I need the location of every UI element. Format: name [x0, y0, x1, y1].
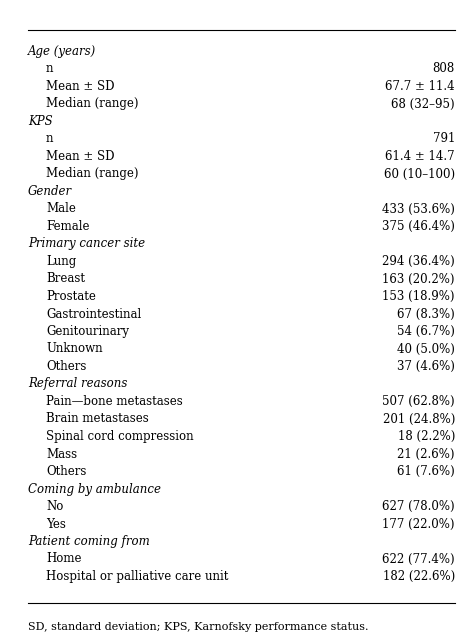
Text: Age (years): Age (years)	[28, 45, 96, 58]
Text: 54 (6.7%): 54 (6.7%)	[397, 325, 455, 338]
Text: 61 (7.6%): 61 (7.6%)	[397, 465, 455, 478]
Text: Pain—bone metastases: Pain—bone metastases	[46, 395, 183, 408]
Text: Patient coming from: Patient coming from	[28, 535, 150, 548]
Text: 375 (46.4%): 375 (46.4%)	[382, 220, 455, 233]
Text: 67.7 ± 11.4: 67.7 ± 11.4	[385, 80, 455, 93]
Text: 433 (53.6%): 433 (53.6%)	[382, 203, 455, 215]
Text: Brain metastases: Brain metastases	[46, 413, 149, 425]
Text: 37 (4.6%): 37 (4.6%)	[397, 360, 455, 373]
Text: Mass: Mass	[46, 448, 77, 460]
Text: 177 (22.0%): 177 (22.0%)	[383, 518, 455, 530]
Text: 68 (32–95): 68 (32–95)	[392, 98, 455, 110]
Text: 507 (62.8%): 507 (62.8%)	[383, 395, 455, 408]
Text: Coming by ambulance: Coming by ambulance	[28, 483, 161, 495]
Text: Referral reasons: Referral reasons	[28, 377, 128, 391]
Text: Unknown: Unknown	[46, 342, 103, 356]
Text: Breast: Breast	[46, 272, 85, 286]
Text: 622 (77.4%): 622 (77.4%)	[383, 552, 455, 566]
Text: Female: Female	[46, 220, 90, 233]
Text: 163 (20.2%): 163 (20.2%)	[383, 272, 455, 286]
Text: Mean ± SD: Mean ± SD	[46, 150, 115, 163]
Text: Median (range): Median (range)	[46, 98, 138, 110]
Text: n: n	[46, 133, 54, 145]
Text: Primary cancer site: Primary cancer site	[28, 237, 145, 250]
Text: Spinal cord compression: Spinal cord compression	[46, 430, 193, 443]
Text: 21 (2.6%): 21 (2.6%)	[398, 448, 455, 460]
Text: Mean ± SD: Mean ± SD	[46, 80, 115, 93]
Text: Genitourinary: Genitourinary	[46, 325, 129, 338]
Text: Hospital or palliative care unit: Hospital or palliative care unit	[46, 570, 228, 583]
Text: 67 (8.3%): 67 (8.3%)	[397, 307, 455, 321]
Text: Median (range): Median (range)	[46, 168, 138, 180]
Text: Lung: Lung	[46, 255, 76, 268]
Text: No: No	[46, 500, 64, 513]
Text: KPS: KPS	[28, 115, 53, 128]
Text: 294 (36.4%): 294 (36.4%)	[382, 255, 455, 268]
Text: Male: Male	[46, 203, 76, 215]
Text: 60 (10–100): 60 (10–100)	[384, 168, 455, 180]
Text: n: n	[46, 62, 54, 76]
Text: Gastrointestinal: Gastrointestinal	[46, 307, 141, 321]
Text: Home: Home	[46, 552, 82, 566]
Text: 627 (78.0%): 627 (78.0%)	[383, 500, 455, 513]
Text: 808: 808	[433, 62, 455, 76]
Text: SD, standard deviation; KPS, Karnofsky performance status.: SD, standard deviation; KPS, Karnofsky p…	[28, 622, 368, 632]
Text: Yes: Yes	[46, 518, 66, 530]
Text: Gender: Gender	[28, 185, 72, 198]
Text: 18 (2.2%): 18 (2.2%)	[398, 430, 455, 443]
Text: 791: 791	[433, 133, 455, 145]
Text: 61.4 ± 14.7: 61.4 ± 14.7	[385, 150, 455, 163]
Text: 40 (5.0%): 40 (5.0%)	[397, 342, 455, 356]
Text: Prostate: Prostate	[46, 290, 96, 303]
Text: 201 (24.8%): 201 (24.8%)	[383, 413, 455, 425]
Text: Others: Others	[46, 465, 86, 478]
Text: Others: Others	[46, 360, 86, 373]
Text: 182 (22.6%): 182 (22.6%)	[383, 570, 455, 583]
Text: 153 (18.9%): 153 (18.9%)	[383, 290, 455, 303]
